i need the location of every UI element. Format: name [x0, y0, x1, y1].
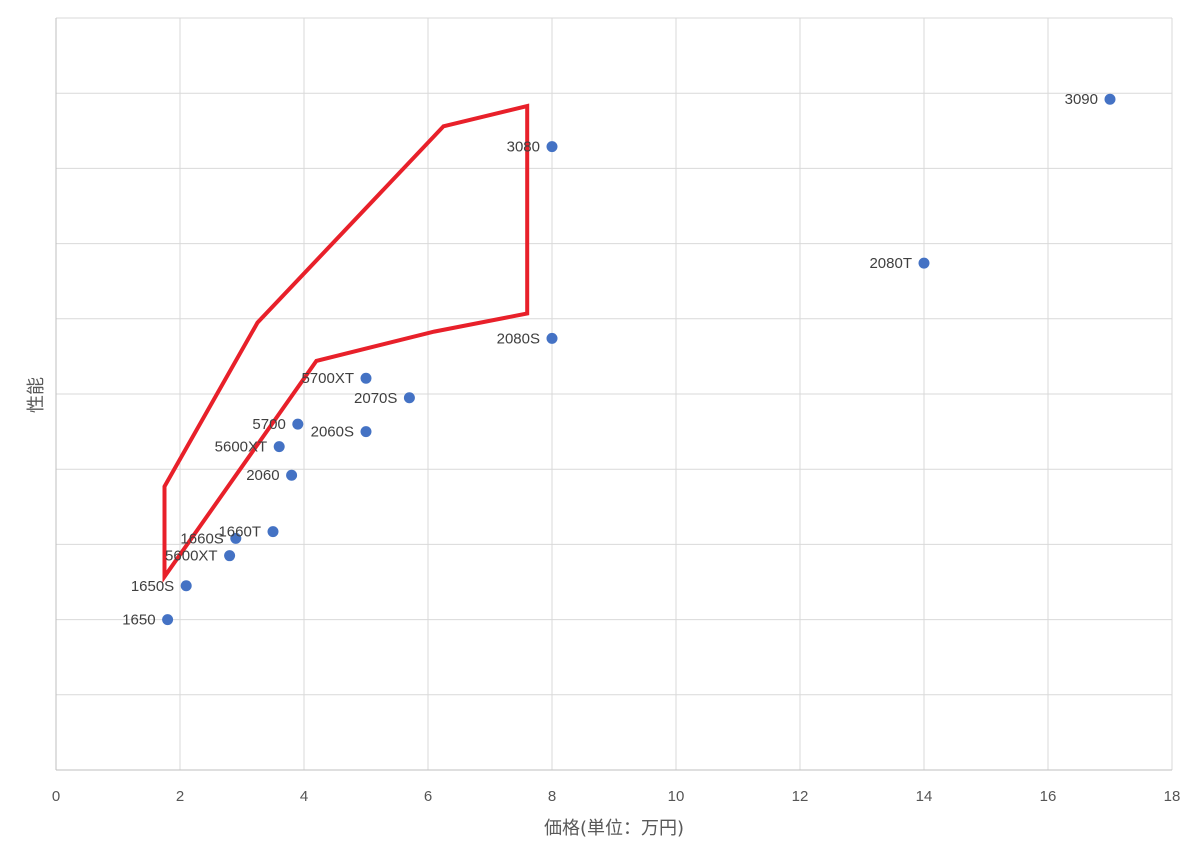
data-label: 2060S — [311, 424, 354, 441]
data-label: 3090 — [1065, 91, 1098, 108]
data-point — [292, 418, 304, 430]
data-label: 5700XT — [301, 370, 354, 387]
data-point — [360, 426, 372, 438]
data-label: 2060 — [246, 467, 279, 484]
grid — [56, 17, 1173, 770]
data-label: 2080S — [497, 330, 540, 347]
x-tick-label: 14 — [916, 788, 933, 805]
data-label: 2070S — [354, 390, 397, 407]
data-points — [162, 93, 1116, 626]
data-point — [546, 141, 558, 153]
data-label: 3080 — [507, 139, 540, 156]
data-label: 5600XT — [215, 439, 268, 456]
x-tick-label: 8 — [548, 788, 556, 805]
data-point — [180, 580, 192, 592]
data-label: 1650 — [122, 612, 155, 629]
data-point — [273, 441, 285, 453]
data-point — [360, 372, 372, 384]
highlight-annotation — [162, 103, 530, 584]
axes — [55, 18, 1172, 771]
data-label: 5600XT — [165, 548, 218, 565]
data-label: 1650S — [131, 578, 174, 595]
data-point — [267, 526, 279, 538]
data-point — [224, 550, 236, 562]
x-tick-label: 18 — [1164, 788, 1181, 805]
data-point — [230, 532, 242, 544]
x-tick-label: 4 — [300, 788, 308, 805]
data-point — [162, 614, 174, 626]
data-label: 1660S — [180, 530, 223, 547]
x-tick-label: 2 — [176, 788, 184, 805]
x-tick-label: 12 — [792, 788, 809, 805]
x-tick-label: 6 — [424, 788, 432, 805]
x-axis-title: 価格(単位：万円) — [544, 818, 684, 839]
data-label: 2080T — [869, 255, 912, 272]
y-axis-title: 性能 — [26, 377, 47, 413]
data-point — [546, 332, 558, 344]
data-point — [403, 392, 415, 404]
x-tick-label: 10 — [668, 788, 685, 805]
data-label: 5700 — [252, 416, 285, 433]
data-point — [286, 469, 298, 481]
x-tick-label: 0 — [52, 788, 60, 805]
x-tick-labels: 0 2 4 6 8 10 12 14 16 18 — [52, 788, 1181, 805]
data-point — [1104, 93, 1116, 105]
x-tick-label: 16 — [1040, 788, 1057, 805]
red-polygon — [162, 103, 530, 584]
data-point — [918, 257, 930, 269]
data-label: 1660T — [218, 524, 261, 541]
